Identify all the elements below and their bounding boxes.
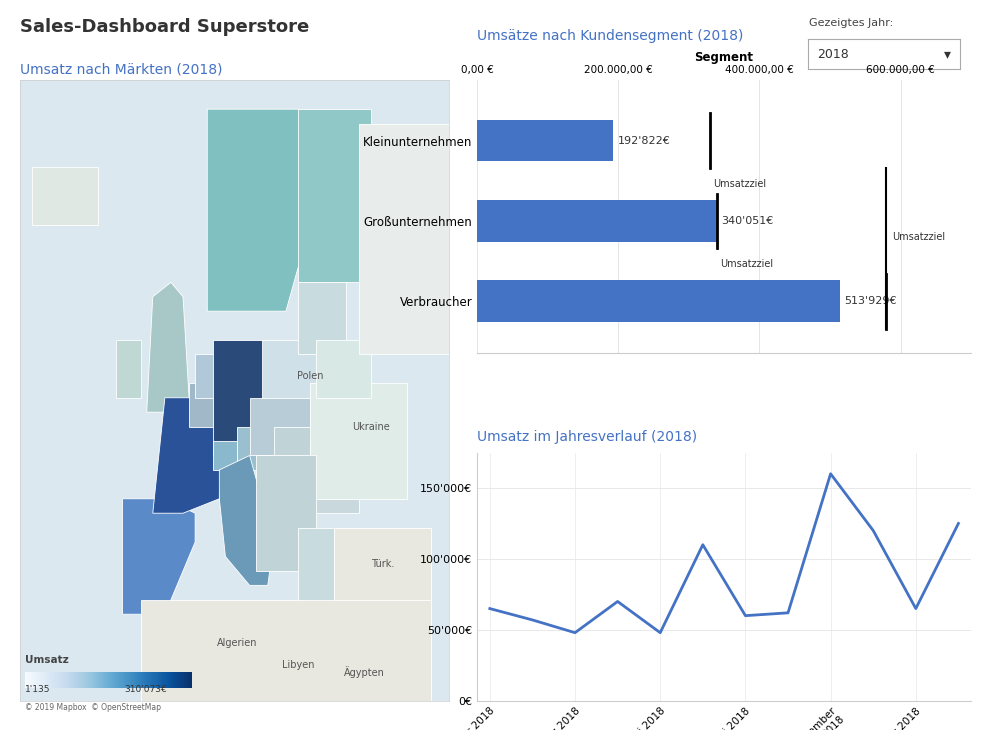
Polygon shape bbox=[140, 600, 432, 701]
Text: 192'822€: 192'822€ bbox=[617, 136, 670, 145]
Text: 340'051€: 340'051€ bbox=[721, 216, 774, 226]
Polygon shape bbox=[189, 383, 213, 426]
Text: Umsatzziel: Umsatzziel bbox=[721, 259, 774, 269]
Polygon shape bbox=[237, 426, 280, 470]
Polygon shape bbox=[256, 456, 316, 571]
Text: Algerien: Algerien bbox=[217, 638, 258, 648]
Text: ▾: ▾ bbox=[945, 47, 952, 61]
Polygon shape bbox=[213, 441, 237, 470]
Text: Umsatzziel: Umsatzziel bbox=[892, 232, 946, 242]
Polygon shape bbox=[249, 398, 310, 456]
Polygon shape bbox=[310, 441, 358, 513]
Text: Ukraine: Ukraine bbox=[352, 422, 389, 431]
Polygon shape bbox=[298, 110, 371, 283]
Polygon shape bbox=[153, 398, 226, 513]
Text: 310'073€: 310'073€ bbox=[124, 685, 167, 694]
Polygon shape bbox=[213, 340, 268, 456]
Polygon shape bbox=[335, 528, 432, 614]
Bar bbox=[477, 120, 613, 161]
Text: Libyen: Libyen bbox=[282, 660, 314, 669]
Bar bbox=[477, 280, 840, 322]
Text: Umsatz: Umsatz bbox=[25, 655, 69, 665]
Polygon shape bbox=[117, 340, 140, 398]
Polygon shape bbox=[298, 528, 335, 614]
Text: Ägypten: Ägypten bbox=[344, 666, 385, 678]
Polygon shape bbox=[358, 123, 480, 355]
Bar bbox=[477, 200, 717, 242]
Polygon shape bbox=[147, 283, 189, 412]
Text: © 2019 Mapbox  © OpenStreetMap: © 2019 Mapbox © OpenStreetMap bbox=[25, 703, 161, 712]
Text: Türk.: Türk. bbox=[371, 558, 394, 569]
Text: Polen: Polen bbox=[297, 371, 324, 381]
Text: 513'929€: 513'929€ bbox=[844, 296, 897, 306]
Polygon shape bbox=[123, 528, 140, 600]
Polygon shape bbox=[298, 283, 346, 355]
Polygon shape bbox=[123, 499, 195, 614]
Text: 2018: 2018 bbox=[817, 47, 850, 61]
Polygon shape bbox=[316, 340, 371, 398]
Text: Gezeigtes Jahr:: Gezeigtes Jahr: bbox=[809, 18, 894, 28]
Text: Umsatz im Jahresverlauf (2018): Umsatz im Jahresverlauf (2018) bbox=[477, 431, 697, 445]
Text: Sales-Dashboard Superstore: Sales-Dashboard Superstore bbox=[20, 18, 309, 36]
Text: Umsatz nach Märkten (2018): Umsatz nach Märkten (2018) bbox=[20, 62, 222, 77]
Polygon shape bbox=[262, 340, 322, 426]
X-axis label: Segment: Segment bbox=[695, 51, 753, 64]
Text: 1'135: 1'135 bbox=[25, 685, 50, 694]
Polygon shape bbox=[220, 456, 274, 585]
Polygon shape bbox=[207, 110, 346, 311]
Polygon shape bbox=[274, 426, 316, 484]
Text: Umsatzziel: Umsatzziel bbox=[713, 179, 766, 189]
Text: Umsätze nach Kundensegment (2018): Umsätze nach Kundensegment (2018) bbox=[477, 29, 744, 43]
Polygon shape bbox=[195, 355, 220, 398]
Polygon shape bbox=[31, 167, 98, 225]
Polygon shape bbox=[310, 383, 407, 499]
